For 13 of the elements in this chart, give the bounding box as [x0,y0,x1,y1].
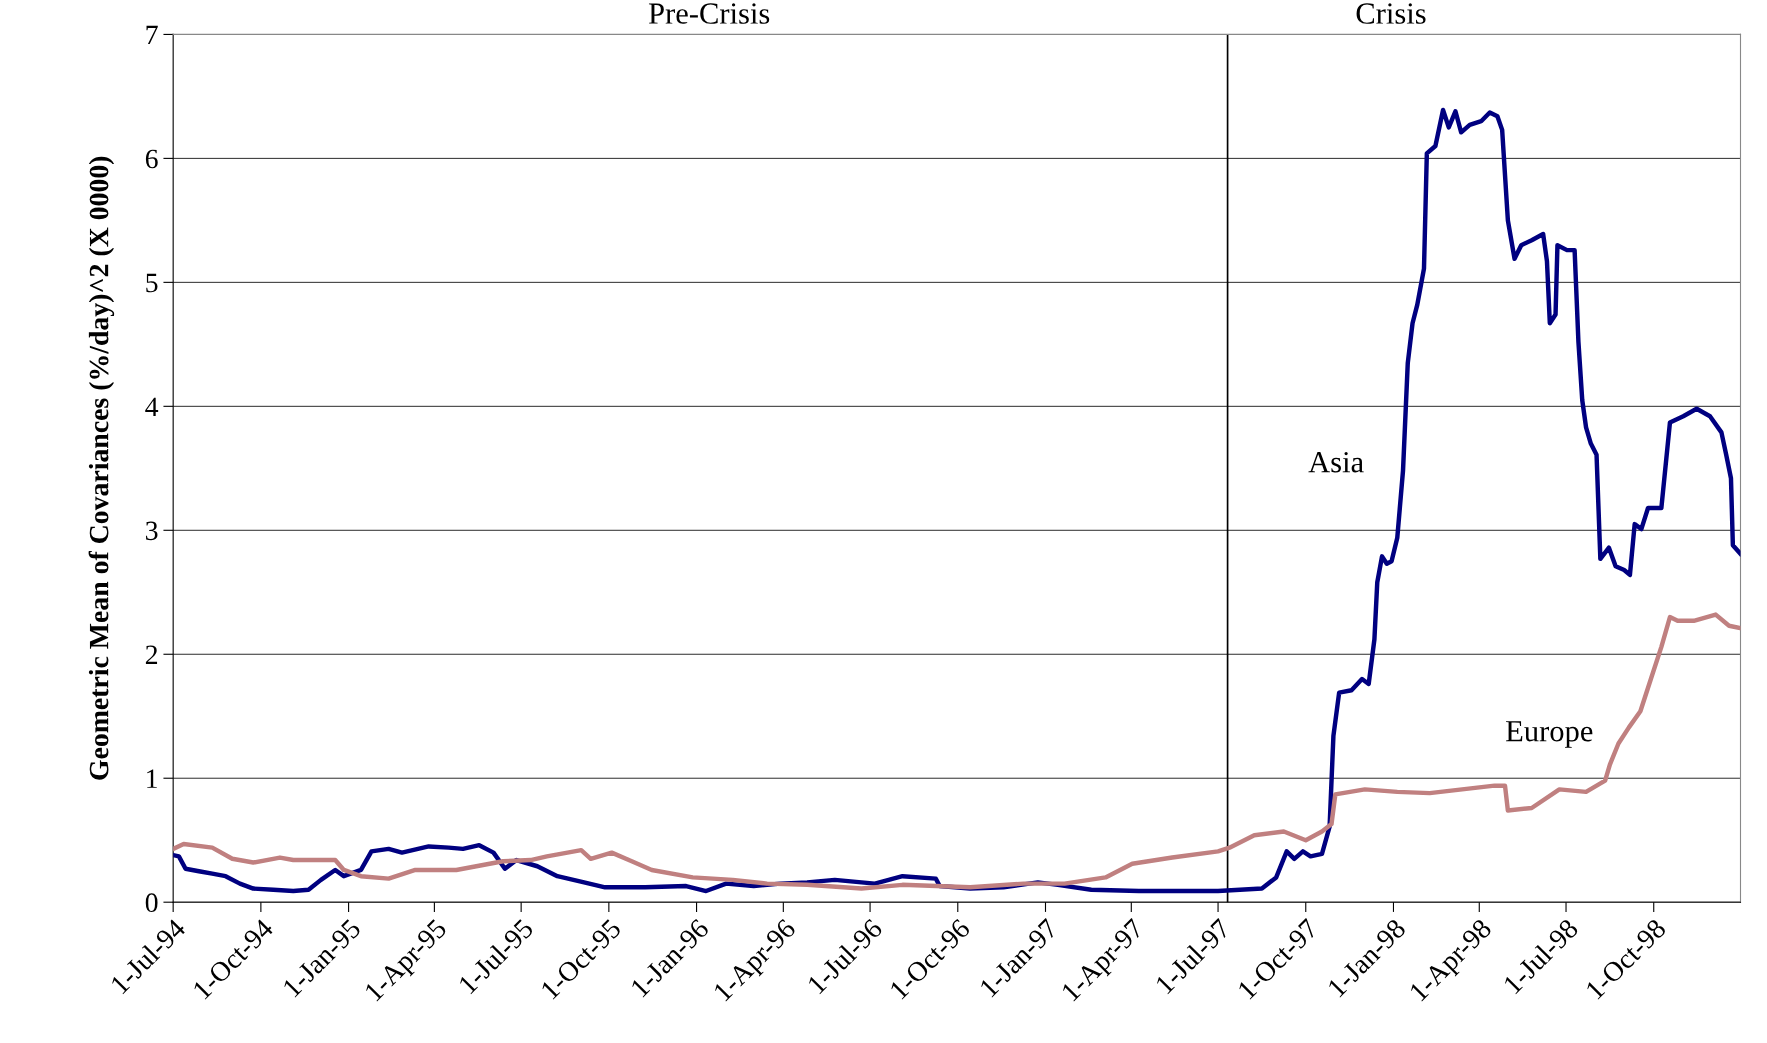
text: Pre-Crisis [648,3,770,24]
y-tick-label: 1 [147,769,157,788]
y-tick-label: 3 [146,521,158,541]
y-tick-label: 4 [145,397,159,416]
text: Crisis [1356,3,1426,24]
y-axis-title: Geometric Mean of Covariances (%/day)^2 (X 0000) [88,156,115,780]
y-tick-label: 5 [146,273,158,293]
y-tick-label: 2 [145,645,158,664]
y-tick-label: 7 [146,25,158,45]
series-label: Europe [1506,721,1593,748]
y-tick-label: 0 [145,893,158,913]
y-tick-label: 6 [145,149,158,169]
series-label: Asia [1308,451,1364,473]
